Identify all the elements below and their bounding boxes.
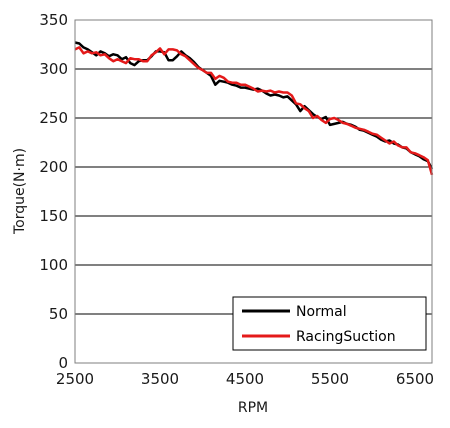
- series-line-racingsuction: [74, 46, 434, 176]
- x-tick-label: 2500: [56, 370, 94, 388]
- plot-frame: [74, 19, 433, 364]
- x-axis-title: RPM: [238, 400, 268, 416]
- y-tick-label: 200: [39, 158, 68, 176]
- x-tick-label: 6500: [396, 370, 434, 388]
- y-tick-label: 0: [58, 354, 68, 372]
- x-tick-label: 3500: [141, 370, 179, 388]
- x-tick-label: 5500: [311, 370, 349, 388]
- y-tick-label: 350: [39, 11, 68, 29]
- y-tick-label: 50: [49, 305, 68, 323]
- y-tick-label: 300: [39, 60, 68, 78]
- legend-label-racingsuction: RacingSuction: [296, 329, 396, 345]
- y-tick-label: 100: [39, 256, 68, 274]
- y-tick-label: 150: [39, 207, 68, 225]
- legend-label-normal: Normal: [296, 304, 347, 320]
- series-lines: [74, 41, 434, 176]
- x-tick-label: 4500: [226, 370, 264, 388]
- legend: Normal RacingSuction: [232, 296, 427, 351]
- y-tick-labels: 0 50 100 150 200 250 300 350: [39, 11, 68, 372]
- y-axis-title: Torque(N·m): [12, 148, 28, 235]
- y-tick-label: 250: [39, 109, 68, 127]
- x-tick-labels: 2500 3500 4500 5500 6500: [56, 370, 434, 388]
- legend-box: [232, 296, 427, 351]
- gridlines: [75, 68, 432, 315]
